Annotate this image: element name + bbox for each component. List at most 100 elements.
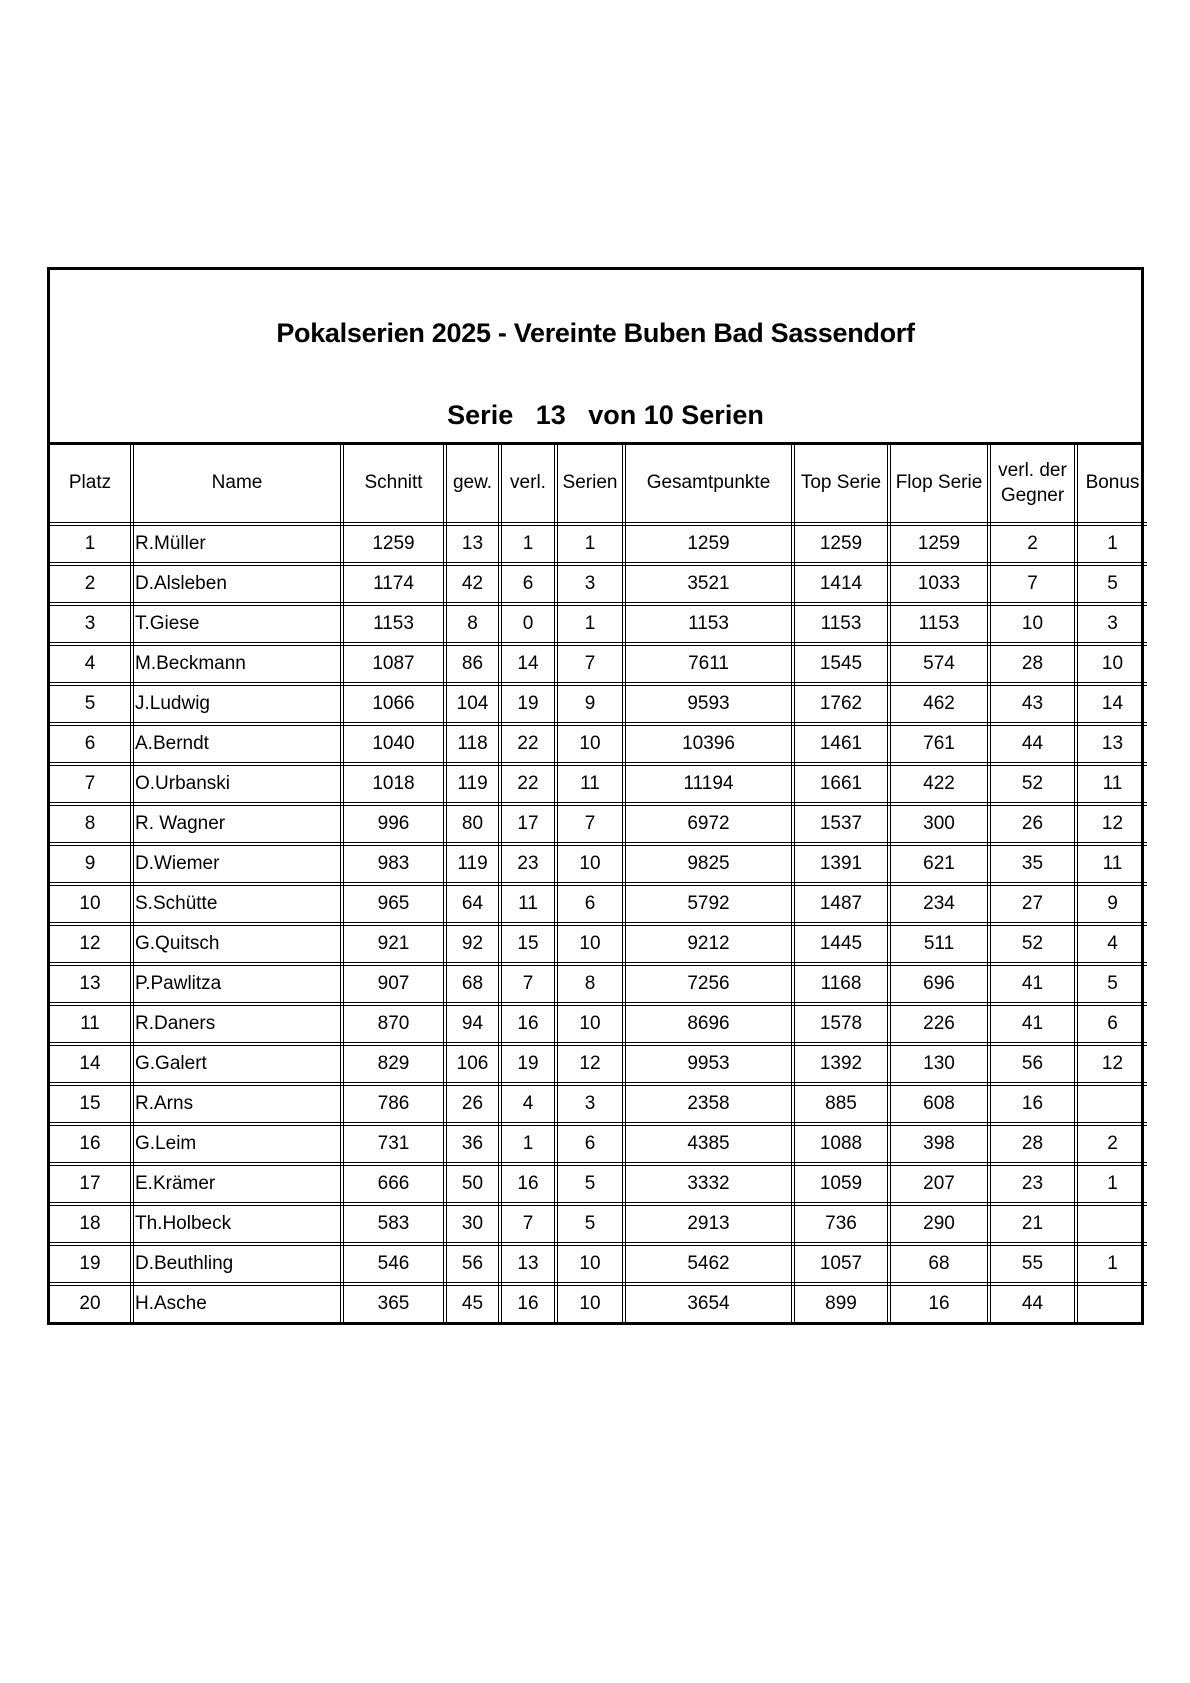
cell-bonus: 3: [1074, 602, 1147, 646]
cell-platz: 1: [50, 522, 134, 566]
cell-schnitt: 907: [340, 962, 447, 1006]
cell-verl-der-gegner: 10: [987, 602, 1078, 646]
cell-gesamtpunkte: 1153: [622, 602, 795, 646]
cell-bonus: 14: [1074, 682, 1147, 726]
cell-gew: 64: [443, 882, 502, 926]
cell-gesamtpunkte: 10396: [622, 722, 795, 766]
cell-platz: 18: [50, 1202, 134, 1246]
cell-verl: 19: [498, 1042, 558, 1086]
cell-verl: 15: [498, 922, 558, 966]
cell-gew: 80: [443, 802, 502, 846]
cell-flop-serie: 621: [887, 842, 991, 886]
cell-top-serie: 1414: [791, 562, 891, 606]
sheet-header: Pokalserien 2025 - Vereinte Buben Bad Sa…: [50, 270, 1141, 445]
cell-verl-der-gegner: 52: [987, 922, 1078, 966]
column-header-verl-der-gegner: verl. der Gegner: [987, 445, 1078, 526]
cell-top-serie: 1088: [791, 1122, 891, 1166]
cell-flop-serie: 1153: [887, 602, 991, 646]
cell-name: D.Beuthling: [130, 1242, 344, 1286]
cell-serien: 10: [554, 842, 626, 886]
cell-name: R.Arns: [130, 1082, 344, 1126]
cell-verl-der-gegner: 52: [987, 762, 1078, 806]
table-row: 12 G.Quitsch 921 92 15 10 9212 1445 511 52 4: [50, 922, 1147, 966]
cell-platz: 6: [50, 722, 134, 766]
cell-verl-der-gegner: 56: [987, 1042, 1078, 1086]
cell-bonus: [1074, 1082, 1147, 1126]
cell-platz: 20: [50, 1282, 134, 1322]
cell-top-serie: 1168: [791, 962, 891, 1006]
table-row: 17 E.Krämer 666 50 16 5 3332 1059 207 23 1: [50, 1162, 1147, 1206]
cell-gesamtpunkte: 1259: [622, 522, 795, 566]
cell-verl: 1: [498, 522, 558, 566]
cell-name: G.Galert: [130, 1042, 344, 1086]
cell-verl: 22: [498, 722, 558, 766]
cell-name: R.Daners: [130, 1002, 344, 1046]
cell-platz: 8: [50, 802, 134, 846]
cell-gew: 26: [443, 1082, 502, 1126]
cell-schnitt: 546: [340, 1242, 447, 1286]
cell-gew: 68: [443, 962, 502, 1006]
cell-bonus: [1074, 1282, 1147, 1322]
cell-gesamtpunkte: 2913: [622, 1202, 795, 1246]
cell-name: O.Urbanski: [130, 762, 344, 806]
cell-gew: 104: [443, 682, 502, 726]
cell-schnitt: 1018: [340, 762, 447, 806]
table-row: 10 S.Schütte 965 64 11 6 5792 1487 234 27 9: [50, 882, 1147, 926]
table-row: 20 H.Asche 365 45 16 10 3654 899 16 44: [50, 1282, 1147, 1322]
cell-schnitt: 870: [340, 1002, 447, 1046]
cell-serien: 3: [554, 562, 626, 606]
cell-platz: 16: [50, 1122, 134, 1166]
column-header-flop-serie: Flop Serie: [887, 445, 991, 526]
cell-bonus: 5: [1074, 562, 1147, 606]
cell-flop-serie: 234: [887, 882, 991, 926]
cell-gesamtpunkte: 9953: [622, 1042, 795, 1086]
cell-serien: 1: [554, 602, 626, 646]
cell-verl: 7: [498, 962, 558, 1006]
column-header-gesamtpunkte: Gesamtpunkte: [622, 445, 795, 526]
cell-verl: 4: [498, 1082, 558, 1126]
cell-flop-serie: 422: [887, 762, 991, 806]
cell-name: J.Ludwig: [130, 682, 344, 726]
cell-top-serie: 736: [791, 1202, 891, 1246]
cell-schnitt: 666: [340, 1162, 447, 1206]
cell-bonus: 4: [1074, 922, 1147, 966]
cell-top-serie: 1578: [791, 1002, 891, 1046]
cell-gesamtpunkte: 5462: [622, 1242, 795, 1286]
cell-top-serie: 1057: [791, 1242, 891, 1286]
cell-serien: 1: [554, 522, 626, 566]
cell-verl-der-gegner: 43: [987, 682, 1078, 726]
cell-serien: 9: [554, 682, 626, 726]
cell-flop-serie: 761: [887, 722, 991, 766]
cell-name: R.Müller: [130, 522, 344, 566]
cell-verl-der-gegner: 41: [987, 962, 1078, 1006]
table-row: 18 Th.Holbeck 583 30 7 5 2913 736 290 21: [50, 1202, 1147, 1246]
cell-gew: 30: [443, 1202, 502, 1246]
cell-top-serie: 1661: [791, 762, 891, 806]
cell-verl-der-gegner: 44: [987, 722, 1078, 766]
cell-verl: 16: [498, 1002, 558, 1046]
table-row: 6 A.Berndt 1040 118 22 10 10396 1461 761 44 13: [50, 722, 1147, 766]
cell-name: R. Wagner: [130, 802, 344, 846]
column-header-platz: Platz: [50, 445, 134, 526]
cell-verl: 16: [498, 1282, 558, 1322]
cell-gesamtpunkte: 6972: [622, 802, 795, 846]
cell-serien: 10: [554, 1002, 626, 1046]
cell-bonus: 12: [1074, 1042, 1147, 1086]
cell-bonus: 1: [1074, 522, 1147, 566]
cell-name: T.Giese: [130, 602, 344, 646]
table-row: 19 D.Beuthling 546 56 13 10 5462 1057 68 55 1: [50, 1242, 1147, 1286]
cell-flop-serie: 1259: [887, 522, 991, 566]
cell-bonus: 12: [1074, 802, 1147, 846]
cell-name: S.Schütte: [130, 882, 344, 926]
cell-schnitt: 786: [340, 1082, 447, 1126]
cell-schnitt: 365: [340, 1282, 447, 1322]
cell-schnitt: 965: [340, 882, 447, 926]
table-row: 9 D.Wiemer 983 119 23 10 9825 1391 621 35 11: [50, 842, 1147, 886]
series-subtitle: Serie 13 von 10 Serien: [447, 400, 764, 430]
cell-name: D.Alsleben: [130, 562, 344, 606]
cell-bonus: 5: [1074, 962, 1147, 1006]
cell-schnitt: 1174: [340, 562, 447, 606]
cell-schnitt: 583: [340, 1202, 447, 1246]
cell-name: P.Pawlitza: [130, 962, 344, 1006]
cell-gesamtpunkte: 4385: [622, 1122, 795, 1166]
